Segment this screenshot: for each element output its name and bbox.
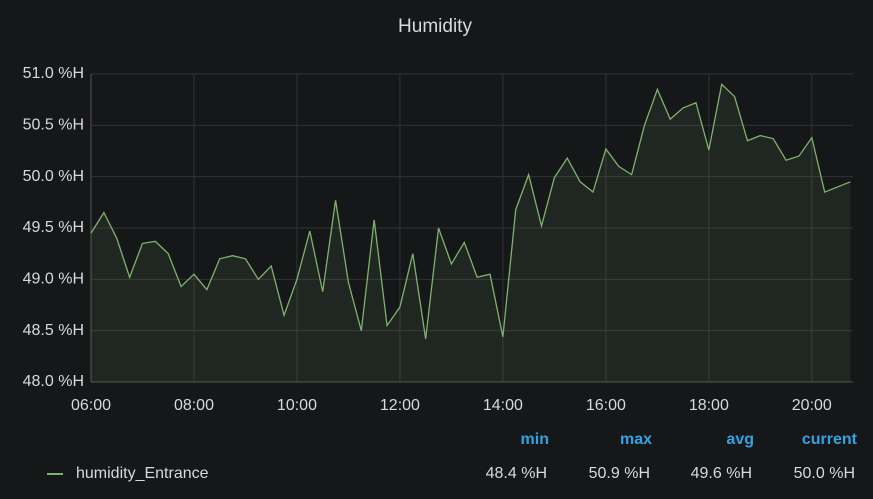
x-tick-label: 08:00 [174, 397, 214, 414]
x-tick-label: 06:00 [71, 397, 111, 414]
legend-value: 48.4 %H [486, 465, 547, 482]
chart-title: Humidity [398, 16, 472, 37]
legend-header: current [802, 431, 858, 448]
x-tick-label: 10:00 [277, 397, 317, 414]
line [90, 82, 851, 339]
y-tick-label: 49.0 %H [23, 271, 84, 288]
x-tick-label: 12:00 [380, 397, 420, 414]
legend-header: min [521, 431, 549, 448]
y-tick-label: 51.0 %H [23, 65, 84, 82]
x-tick-label: 18:00 [689, 397, 729, 414]
y-tick-label: 49.5 %H [23, 219, 84, 236]
area [91, 84, 851, 383]
legend-header: avg [726, 431, 754, 448]
y-tick-label: 50.5 %H [23, 117, 84, 134]
y-tick-label: 50.0 %H [23, 168, 84, 185]
y-tick-label: 48.5 %H [23, 322, 84, 339]
x-tick-label: 14:00 [483, 397, 523, 414]
legend-value: 49.6 %H [691, 465, 752, 482]
legend-value: 50.0 %H [794, 465, 855, 482]
x-tick-label: 16:00 [586, 397, 626, 414]
x-tick-label: 20:00 [792, 397, 832, 414]
y-tick-label: 48.0 %H [23, 373, 84, 390]
legend-label: humidity_Entrance [76, 465, 209, 482]
legend-header: max [620, 431, 652, 448]
legend-value: 50.9 %H [589, 465, 650, 482]
